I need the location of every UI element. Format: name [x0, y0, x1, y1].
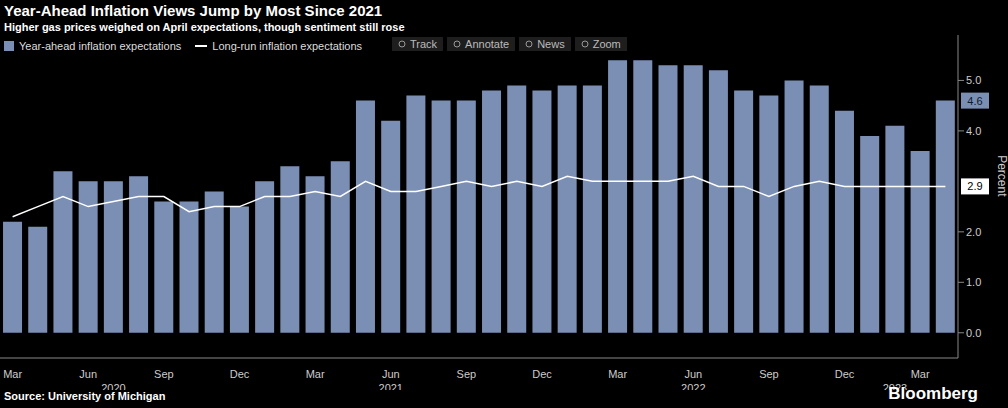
svg-text:2021: 2021	[379, 382, 403, 390]
svg-text:Jun: Jun	[79, 368, 97, 380]
html-text:Track: Track	[410, 38, 438, 50]
html-text:Year-ahead inflation expectati: Year-ahead inflation expectations	[19, 40, 182, 52]
svg-text:Dec: Dec	[532, 368, 552, 380]
html-text:Annotate: Annotate	[465, 38, 510, 50]
svg-text:Mar: Mar	[306, 368, 325, 380]
svg-text:Mar: Mar	[911, 368, 930, 380]
html-text:Source: University of Michigan: Source: University of Michigan	[4, 390, 166, 402]
html-text:Long-run inflation expectation: Long-run inflation expectations	[212, 40, 363, 52]
svg-text:Dec: Dec	[230, 368, 250, 380]
svg-text:4.0: 4.0	[966, 125, 981, 137]
svg-text:2022: 2022	[681, 382, 705, 390]
svg-text:Jun: Jun	[684, 368, 702, 380]
svg-text:Sep: Sep	[154, 368, 174, 380]
html-text:Year-Ahead Inflation Views Jum: Year-Ahead Inflation Views Jump by Most …	[4, 2, 383, 19]
html-text:News: News	[537, 38, 565, 50]
svg-text:2020: 2020	[101, 382, 125, 390]
svg-text:Percent: Percent	[995, 155, 1000, 197]
svg-text:Sep: Sep	[457, 368, 477, 380]
svg-text:2.9: 2.9	[967, 180, 982, 192]
html-text:Bloomberg: Bloomberg	[888, 384, 978, 403]
svg-text:2.0: 2.0	[966, 226, 981, 238]
svg-text:Sep: Sep	[759, 368, 779, 380]
svg-text:0.0: 0.0	[966, 327, 981, 339]
html-text:Zoom: Zoom	[592, 38, 621, 50]
svg-text:4.6: 4.6	[967, 95, 982, 107]
svg-text:Dec: Dec	[835, 368, 855, 380]
svg-text:5.0: 5.0	[966, 74, 981, 86]
svg-text:Mar: Mar	[608, 368, 627, 380]
html-text:Higher gas prices weighed on A: Higher gas prices weighed on April expec…	[4, 21, 405, 33]
svg-text:1.0: 1.0	[966, 276, 981, 288]
svg-text:Mar: Mar	[8, 368, 22, 380]
svg-text:Jun: Jun	[382, 368, 400, 380]
